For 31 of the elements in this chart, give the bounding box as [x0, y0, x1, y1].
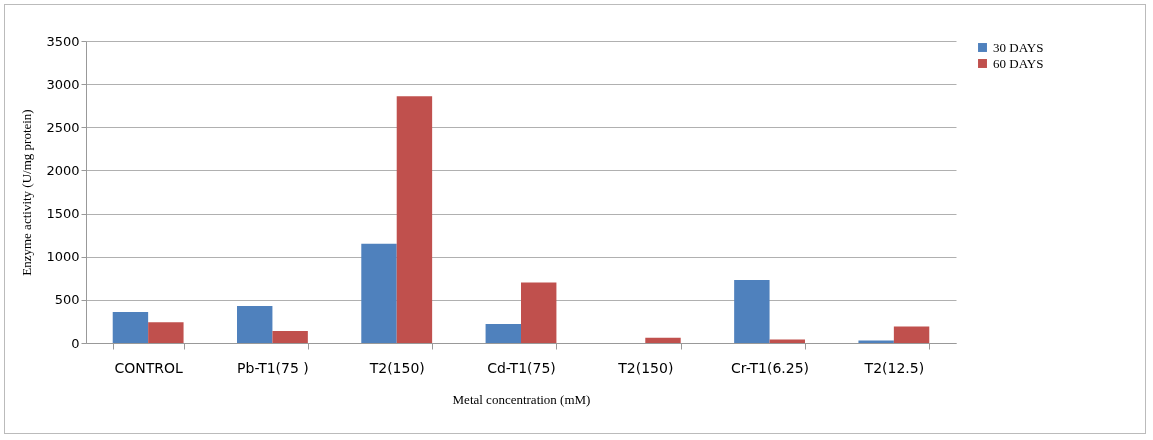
- legend-label: 30 DAYS: [993, 39, 1044, 55]
- x-tick-label: Cd-T1(75): [487, 359, 556, 376]
- bar: [396, 96, 433, 343]
- y-tick-label: 0: [71, 335, 80, 351]
- bar: [521, 282, 557, 343]
- x-axis-title: Metal concentration (mM): [452, 391, 591, 407]
- y-tick-label: 3000: [46, 76, 80, 92]
- y-tick-label: 2000: [46, 162, 80, 178]
- x-tick-label: Cr-T1(6.25): [731, 359, 810, 376]
- y-axis-title: Enzyme activity (U/mg protein): [19, 109, 35, 276]
- y-tick-label: 2500: [46, 119, 80, 135]
- x-tick-label: CONTROL: [114, 359, 184, 376]
- y-tick-label: 1000: [46, 249, 80, 265]
- bar: [148, 322, 184, 343]
- bar: [485, 324, 521, 343]
- y-tick-label: 500: [54, 292, 80, 308]
- bar: [858, 340, 894, 343]
- x-tick-label: T2(150): [617, 359, 674, 376]
- bar: [645, 337, 681, 343]
- bar: [361, 243, 397, 343]
- bar: [734, 280, 770, 343]
- x-tick-label: T2(150): [368, 359, 425, 376]
- bar: [237, 305, 273, 343]
- x-tick-label: T2(12.5): [863, 359, 925, 376]
- legend-label: 60 DAYS: [993, 55, 1044, 71]
- bar: [893, 326, 930, 343]
- y-tick-label: 1500: [46, 206, 80, 222]
- bar: [112, 311, 149, 343]
- y-tick-label: 3500: [46, 33, 80, 49]
- bar: [272, 330, 308, 343]
- x-tick-label: Pb-T1(75 ): [237, 359, 309, 376]
